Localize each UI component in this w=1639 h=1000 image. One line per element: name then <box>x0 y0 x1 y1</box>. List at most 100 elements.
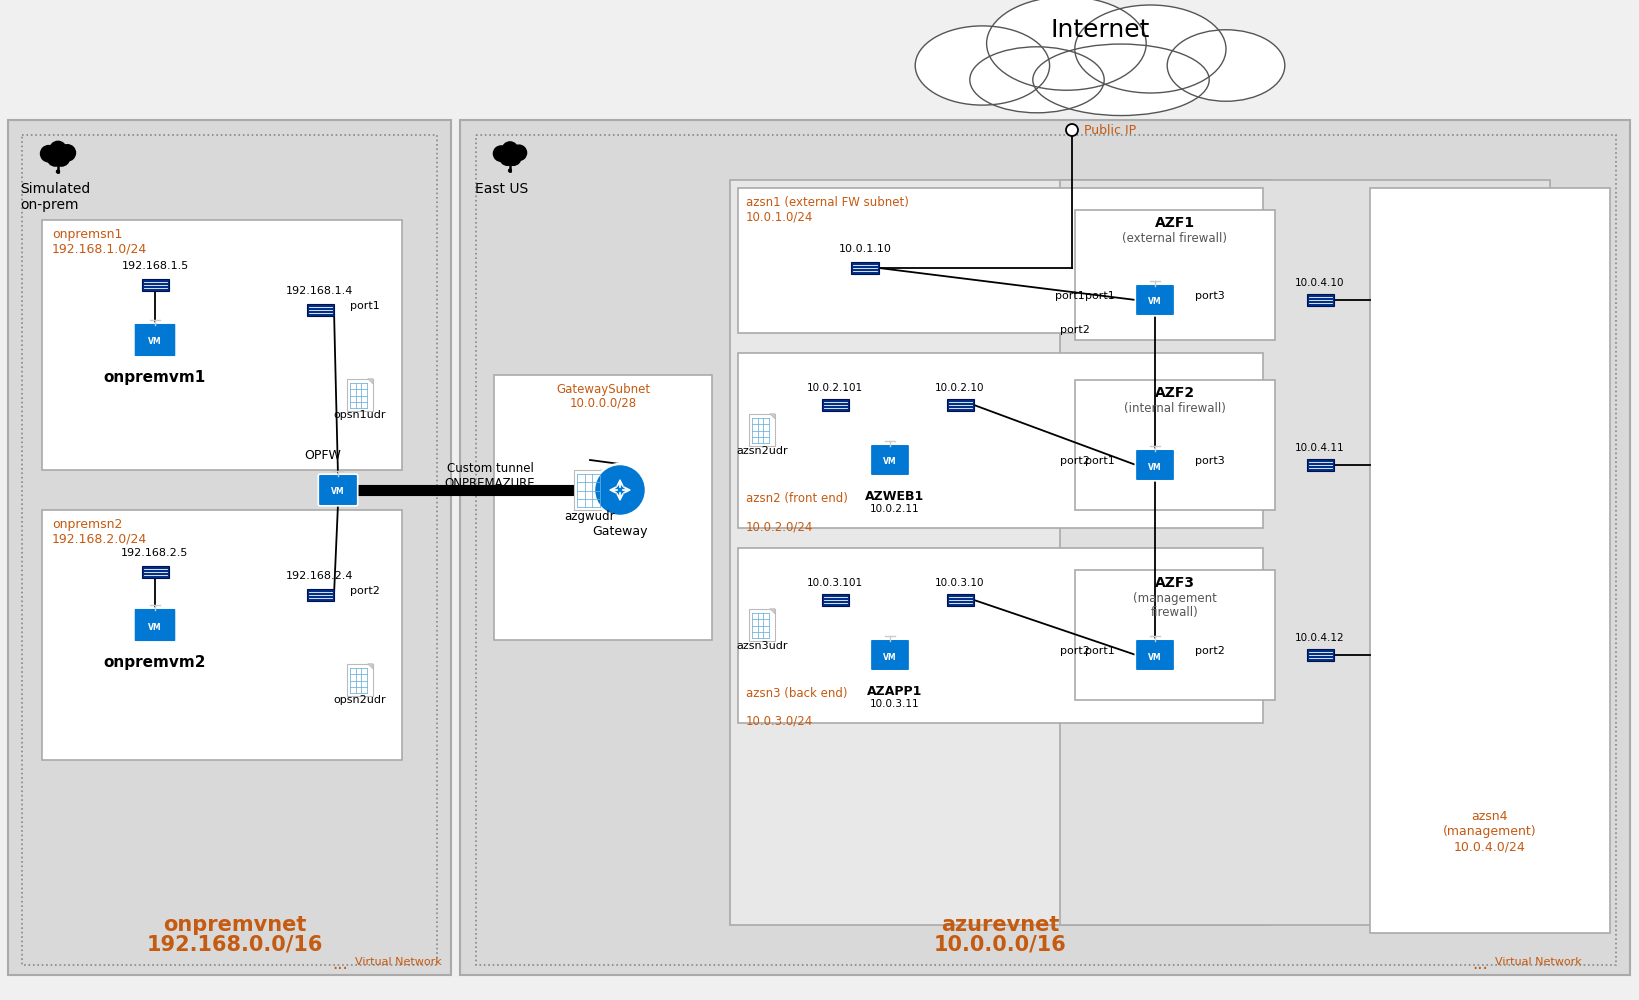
Text: 10.0.2.10: 10.0.2.10 <box>936 383 985 393</box>
Bar <box>946 399 974 411</box>
Ellipse shape <box>1033 44 1210 116</box>
Circle shape <box>493 145 510 162</box>
Text: VM: VM <box>1149 298 1162 306</box>
Text: port2: port2 <box>1060 325 1090 335</box>
Text: (external firewall): (external firewall) <box>1123 232 1228 245</box>
Text: Virtual Network: Virtual Network <box>356 957 443 967</box>
Text: (management): (management) <box>1444 825 1537 838</box>
Text: 10.0.3.0/24: 10.0.3.0/24 <box>746 715 813 728</box>
Bar <box>1306 649 1334 661</box>
Ellipse shape <box>1075 5 1226 93</box>
Text: VM: VM <box>331 488 344 496</box>
Text: VM: VM <box>1149 652 1162 662</box>
Text: (internal firewall): (internal firewall) <box>1124 402 1226 415</box>
Text: azsn2 (front end): azsn2 (front end) <box>746 492 847 505</box>
Text: port1: port1 <box>1085 456 1115 466</box>
Bar <box>347 664 374 696</box>
Text: onpremvm1: onpremvm1 <box>103 370 207 385</box>
Text: 10.0.0.0/28: 10.0.0.0/28 <box>569 397 636 410</box>
Text: 10.0.3.11: 10.0.3.11 <box>870 699 919 709</box>
Text: 192.168.1.5: 192.168.1.5 <box>121 261 188 271</box>
Bar <box>946 594 974 606</box>
Text: opsn1udr: opsn1udr <box>334 410 387 420</box>
Text: VM: VM <box>148 622 162 632</box>
Bar <box>43 220 402 470</box>
Polygon shape <box>770 414 775 419</box>
Text: Simulated
on-prem: Simulated on-prem <box>20 182 90 212</box>
Text: azsn3udr: azsn3udr <box>736 641 788 651</box>
Text: VM: VM <box>883 652 897 662</box>
Bar <box>1306 459 1334 471</box>
Text: Custom tunnel
ONPREMAZURE: Custom tunnel ONPREMAZURE <box>444 462 536 490</box>
Circle shape <box>593 464 646 516</box>
Text: 10.0.4.11: 10.0.4.11 <box>1295 443 1346 453</box>
Circle shape <box>505 149 521 166</box>
Bar <box>738 548 1264 723</box>
Polygon shape <box>367 379 374 384</box>
Text: port3: port3 <box>1195 291 1224 301</box>
Text: port3: port3 <box>1195 456 1224 466</box>
Text: firewall): firewall) <box>1151 606 1198 619</box>
Text: port1: port1 <box>1056 291 1085 301</box>
FancyBboxPatch shape <box>134 608 175 642</box>
Text: 10.0.4.10: 10.0.4.10 <box>1295 278 1344 288</box>
Text: azsn1 (external FW subnet): azsn1 (external FW subnet) <box>746 196 910 209</box>
Circle shape <box>500 149 516 166</box>
Bar <box>738 353 1264 528</box>
Ellipse shape <box>970 47 1105 113</box>
Text: opsn2udr: opsn2udr <box>334 695 387 705</box>
Bar <box>461 120 1631 975</box>
Bar <box>851 262 879 274</box>
Text: VM: VM <box>148 338 162 347</box>
FancyBboxPatch shape <box>134 323 175 357</box>
Text: AZF1: AZF1 <box>1155 216 1195 230</box>
Text: Virtual Network: Virtual Network <box>1495 957 1582 967</box>
Bar <box>43 510 402 760</box>
Ellipse shape <box>1167 30 1285 101</box>
Polygon shape <box>600 470 606 476</box>
Bar <box>1075 570 1275 700</box>
Text: OPFW: OPFW <box>305 449 341 462</box>
Text: port1: port1 <box>1085 291 1115 301</box>
Circle shape <box>46 149 64 167</box>
Text: 10.0.4.12: 10.0.4.12 <box>1295 633 1346 643</box>
Bar <box>493 375 711 640</box>
Bar <box>1060 180 1550 925</box>
Bar <box>749 609 775 641</box>
Bar <box>821 594 849 606</box>
Text: azsn4: azsn4 <box>1472 810 1508 823</box>
Text: East US: East US <box>475 182 528 196</box>
Bar <box>738 188 1264 333</box>
Bar <box>821 399 849 411</box>
Circle shape <box>56 169 61 174</box>
Text: port2: port2 <box>1195 646 1224 656</box>
Circle shape <box>52 149 70 167</box>
Text: 10.0.1.0/24: 10.0.1.0/24 <box>746 210 813 223</box>
Text: AZAPP1: AZAPP1 <box>867 685 923 698</box>
Text: port2: port2 <box>351 586 380 596</box>
Text: azsn3 (back end): azsn3 (back end) <box>746 687 847 700</box>
FancyBboxPatch shape <box>318 474 357 506</box>
Ellipse shape <box>915 26 1049 105</box>
Text: 10.0.1.10: 10.0.1.10 <box>839 244 892 254</box>
Text: azsn2udr: azsn2udr <box>736 446 788 456</box>
Text: 192.168.2.5: 192.168.2.5 <box>121 548 188 558</box>
Text: 192.168.0.0/16: 192.168.0.0/16 <box>148 934 323 954</box>
Text: AZWEB1: AZWEB1 <box>865 490 924 503</box>
Text: onpremvm2: onpremvm2 <box>103 655 207 670</box>
Bar <box>1075 380 1275 510</box>
Text: GatewaySubnet: GatewaySubnet <box>556 383 651 396</box>
Text: 10.0.3.10: 10.0.3.10 <box>936 578 985 588</box>
FancyBboxPatch shape <box>1136 639 1175 671</box>
Text: onpremvnet: onpremvnet <box>164 915 306 935</box>
Ellipse shape <box>987 0 1146 90</box>
FancyBboxPatch shape <box>1136 449 1175 481</box>
Circle shape <box>1065 124 1078 136</box>
Text: port2: port2 <box>1060 646 1090 656</box>
Text: VM: VM <box>1149 462 1162 472</box>
Text: 10.0.2.0/24: 10.0.2.0/24 <box>746 520 813 533</box>
Text: AZF3: AZF3 <box>1155 576 1195 590</box>
Text: 192.168.1.0/24: 192.168.1.0/24 <box>52 242 148 255</box>
Circle shape <box>508 168 511 173</box>
Circle shape <box>59 144 75 162</box>
